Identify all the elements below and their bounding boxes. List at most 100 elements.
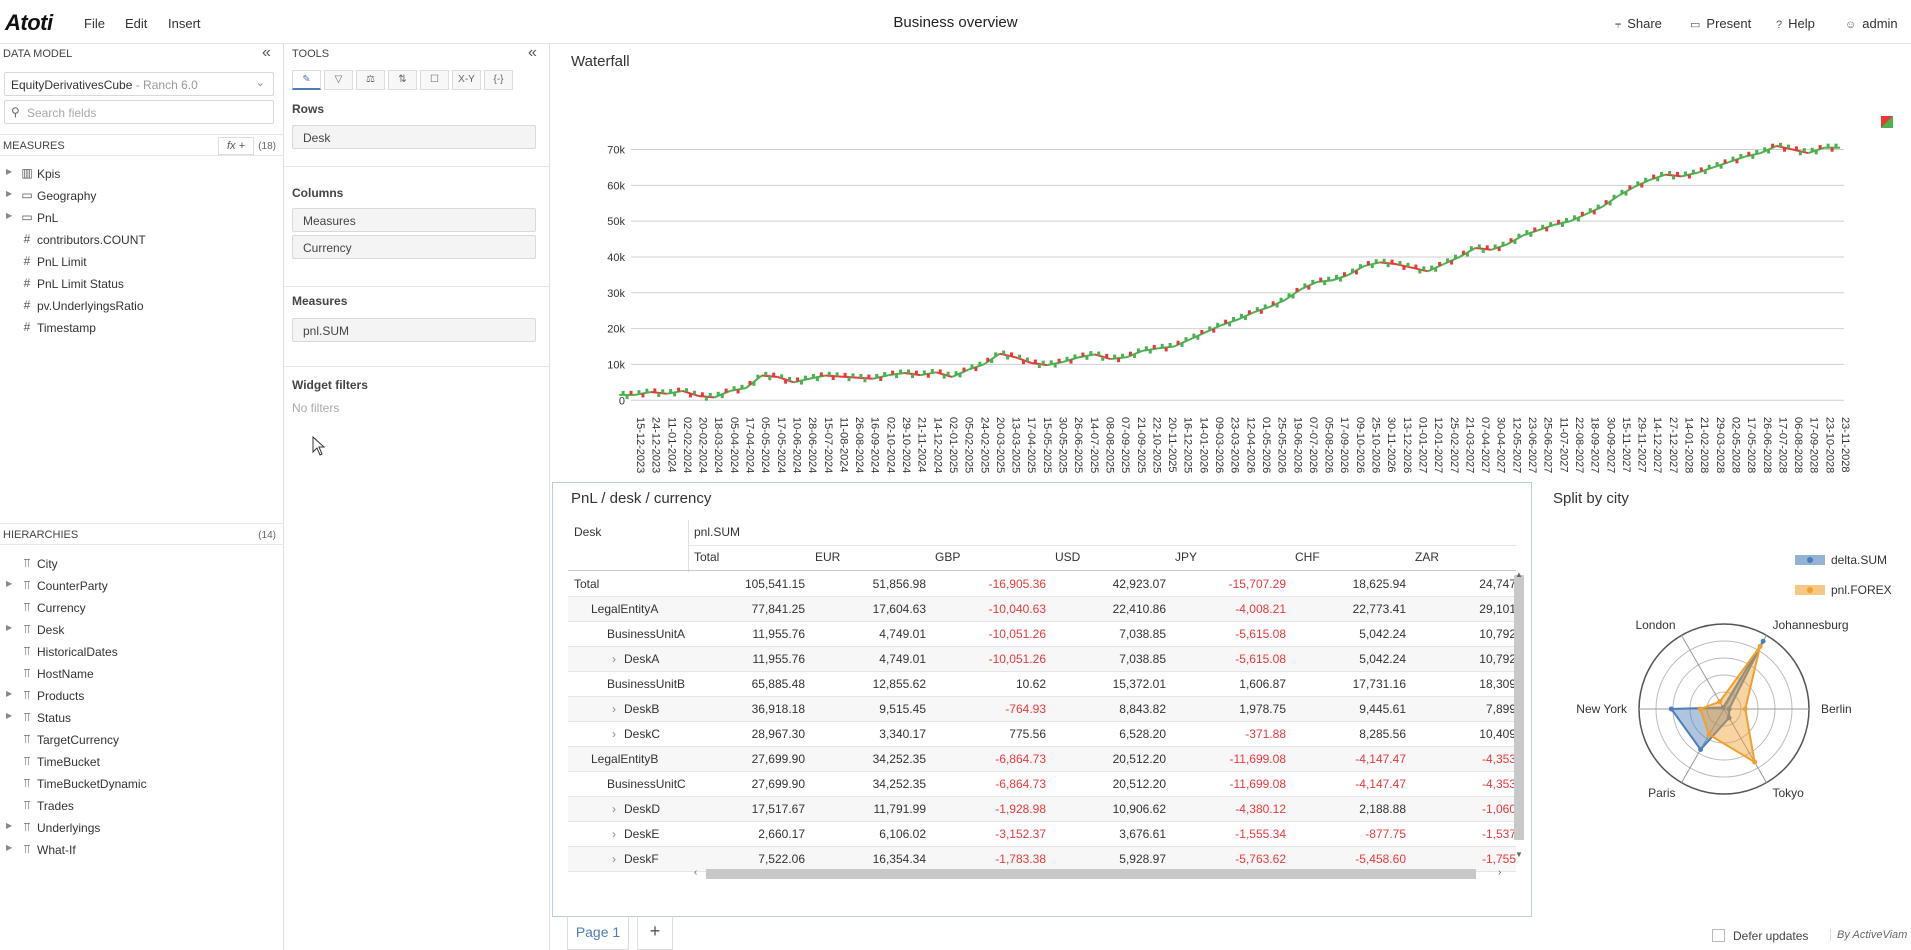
table-row[interactable] [568, 772, 1516, 797]
table-cell: -5,615.08 [1235, 652, 1286, 666]
table-row[interactable] [568, 747, 1516, 772]
user-menu[interactable]: ☺ admin [1845, 16, 1898, 31]
hierarchy-item[interactable]: ⫪ HostName [0, 663, 280, 685]
add-calculated-measure-button[interactable]: fx + [218, 137, 254, 155]
checkbox-icon[interactable] [1712, 929, 1725, 942]
expand-row-icon[interactable]: › [612, 852, 616, 866]
hierarchy-item[interactable]: ▶ ⫪ Status [0, 707, 280, 729]
collapse-tools-icon[interactable]: « [528, 44, 537, 61]
pivot-title[interactable]: PnL / desk / currency [571, 490, 712, 507]
menu-insert[interactable]: Insert [168, 16, 201, 31]
hierarchy-item[interactable]: ▶ ⫪ Desk [0, 619, 280, 641]
search-fields-input[interactable]: ⚲ Search fields [4, 100, 274, 124]
rows-chip-desk[interactable]: Desk [292, 125, 536, 149]
tab-filter-icon[interactable]: ▽ [324, 70, 353, 90]
hierarchy-item[interactable]: ⫪ City [0, 553, 280, 575]
collapse-data-model-icon[interactable]: « [262, 44, 271, 61]
table-row[interactable] [568, 847, 1516, 872]
table-cell: 10,792 [1479, 652, 1516, 666]
measure-item[interactable]: # PnL Limit [0, 251, 280, 273]
expand-row-icon[interactable]: › [612, 727, 616, 741]
measure-item[interactable]: ▶ ▥ Kpis [0, 163, 280, 185]
tab-sort-icon[interactable]: ⇅ [388, 70, 417, 90]
hierarchy-item[interactable]: ⫪ Currency [0, 597, 280, 619]
waterfall-bar [700, 392, 704, 397]
table-row[interactable] [568, 672, 1516, 697]
caret-right-icon[interactable]: ▶ [6, 711, 13, 720]
scroll-left-icon[interactable]: ‹ [694, 867, 698, 878]
measure-item[interactable]: # PnL Limit Status [0, 273, 280, 295]
help-button[interactable]: ? Help [1776, 16, 1815, 31]
dashboard-title[interactable]: Business overview [893, 14, 1018, 31]
widget-filters-label: Widget filters [292, 378, 368, 392]
expand-row-icon[interactable]: › [612, 652, 616, 666]
tab-code[interactable]: {-} [484, 70, 513, 90]
measures-chip-pnl-sum[interactable]: pnl.SUM [292, 318, 536, 342]
caret-right-icon[interactable]: ▶ [6, 211, 13, 220]
waterfall-title[interactable]: Waterfall [571, 53, 630, 70]
hierarchy-item[interactable]: ⫪ TimeBucketDynamic [0, 773, 280, 795]
radar-chart[interactable]: Johannesburg Berlin Tokyo Paris New York Lond… [1535, 540, 1911, 820]
measure-item[interactable]: ▶ ▭ Geography [0, 185, 280, 207]
scroll-right-icon[interactable]: › [1498, 867, 1502, 878]
caret-right-icon[interactable]: ▶ [6, 189, 13, 198]
share-button[interactable]: ⫧ Share [1615, 16, 1662, 31]
caret-right-icon[interactable]: ▶ [6, 623, 13, 632]
table-row[interactable] [568, 697, 1516, 722]
columns-chip-currency[interactable]: Currency [292, 235, 536, 259]
hierarchy-item[interactable]: ▶ ⫪ CounterParty [0, 575, 280, 597]
defer-updates-checkbox[interactable]: Defer updates [1712, 929, 1808, 943]
waterfall-bar [847, 377, 851, 382]
menu-file[interactable]: File [84, 16, 105, 31]
table-row[interactable] [568, 572, 1516, 597]
hierarchy-item[interactable]: ⫪ TargetCurrency [0, 729, 280, 751]
tab-page-1[interactable]: Page 1 [567, 916, 629, 950]
measure-item[interactable]: # Timestamp [0, 317, 280, 339]
waterfall-bar [625, 394, 629, 399]
menu-edit[interactable]: Edit [125, 16, 148, 31]
caret-right-icon[interactable]: ▶ [6, 579, 13, 588]
table-row[interactable] [568, 722, 1516, 747]
columns-chip-measures[interactable]: Measures [292, 208, 536, 232]
measure-item[interactable]: # pv.UnderlyingsRatio [0, 295, 280, 317]
horizontal-scrollbar[interactable] [706, 869, 1476, 879]
waterfall-chart[interactable]: 0 10k 20k 30k 40k 50k 60k 70k 15-12-2023 24-12-20… [551, 44, 1911, 482]
table-cell: 5,928.97 [1119, 852, 1166, 866]
hierarchy-item[interactable]: ⫪ TimeBucket [0, 751, 280, 773]
caret-right-icon[interactable]: ▶ [6, 843, 13, 852]
table-row[interactable] [568, 822, 1516, 847]
radar-title[interactable]: Split by city [1553, 490, 1629, 507]
add-page-button[interactable]: + [637, 916, 673, 950]
table-row[interactable] [568, 597, 1516, 622]
hierarchy-item[interactable]: ▶ ⫪ Underlyings [0, 817, 280, 839]
hierarchy-icon: ⫪ [23, 644, 31, 658]
pivot-widget[interactable] [552, 482, 1532, 917]
waterfall-bar [1572, 215, 1576, 220]
cube-selector[interactable]: EquityDerivativesCube - Ranch 6.0 ⌄ [4, 72, 274, 96]
vertical-scrollbar[interactable] [1514, 575, 1524, 840]
tab-xy[interactable]: X-Y [452, 70, 481, 90]
table-row[interactable] [568, 622, 1516, 647]
hierarchy-item[interactable]: ▶ ⫪ What-If [0, 839, 280, 861]
table-row[interactable] [568, 797, 1516, 822]
caret-right-icon[interactable]: ▶ [6, 821, 13, 830]
hierarchy-item[interactable]: ▶ ⫪ Products [0, 685, 280, 707]
caret-right-icon[interactable]: ▶ [6, 689, 13, 698]
tab-mdx-icon[interactable]: ☐ [420, 70, 449, 90]
expand-row-icon[interactable]: › [612, 702, 616, 716]
tab-paint-icon[interactable]: ⚖ [356, 70, 385, 90]
x-tick-label: 25-05-2026 [1276, 417, 1288, 473]
hierarchy-item[interactable]: ⫪ Trades [0, 795, 280, 817]
expand-row-icon[interactable]: › [612, 827, 616, 841]
present-button[interactable]: ▭ Present [1690, 16, 1752, 31]
caret-right-icon[interactable]: ▶ [6, 167, 13, 176]
hierarchy-item[interactable]: ⫪ HistoricalDates [0, 641, 280, 663]
measure-item[interactable]: # contributors.COUNT [0, 229, 280, 251]
scroll-down-icon[interactable]: ▼ [1515, 850, 1523, 859]
scroll-up-icon[interactable]: ▲ [1515, 570, 1523, 579]
table-row[interactable] [568, 647, 1516, 672]
tab-pencil-icon[interactable]: ✎ [292, 70, 321, 90]
legend-swatch-icon[interactable] [1881, 116, 1893, 128]
expand-row-icon[interactable]: › [612, 802, 616, 816]
measure-item[interactable]: ▶ ▭ PnL [0, 207, 280, 229]
